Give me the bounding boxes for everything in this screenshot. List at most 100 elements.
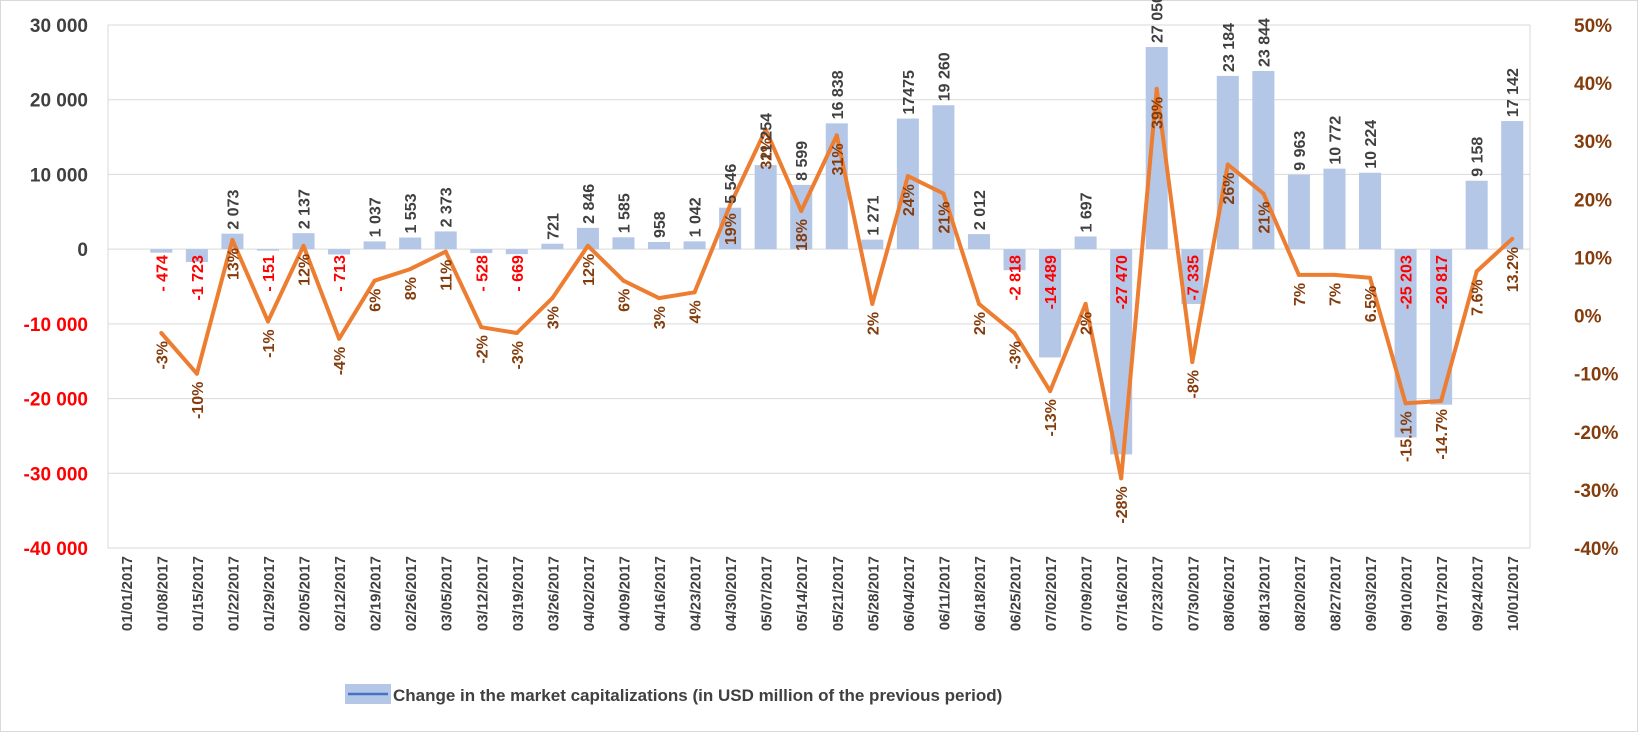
percent-label: 39% (1150, 97, 1167, 129)
y-right-tick-label: 20% (1574, 190, 1612, 211)
percent-label: 11% (439, 260, 456, 291)
bar (470, 249, 493, 254)
bar (1465, 180, 1488, 250)
bar (861, 239, 884, 250)
left-axis: 30 000 20 000 10 000 0 -10 000 -20 000 -30 000… (24, 16, 109, 560)
bar (896, 118, 919, 250)
bar-series (150, 47, 1524, 455)
x-tick-label: 08/06/2017 (1221, 556, 1238, 631)
x-tick-label: 03/19/2017 (510, 556, 527, 631)
x-tick-label: 02/26/2017 (403, 556, 420, 631)
line-point (870, 301, 875, 306)
percent-label: -3% (154, 341, 171, 369)
line-point (1012, 330, 1017, 335)
line-point (1332, 272, 1337, 277)
line-point (585, 243, 590, 248)
bar-value-label: 5 546 (723, 164, 740, 204)
percent-label: 12% (581, 254, 598, 286)
percent-label: 6% (616, 289, 633, 312)
percent-labels: -3% -10% 13% -1% 12% -4% 6% 8% 11% -2% -3% 3% 12% 6% 3… (154, 97, 1522, 524)
x-tick-label: 08/20/2017 (1292, 556, 1309, 631)
bar-value-label: 2 073 (225, 190, 242, 230)
bar-value-label: 10 224 (1363, 120, 1380, 169)
bar (683, 241, 706, 250)
x-tick-label: 09/17/2017 (1434, 556, 1451, 631)
x-tick-label: 01/15/2017 (190, 556, 207, 631)
line-point (799, 208, 804, 213)
percent-label: 7.6% (1470, 279, 1487, 315)
percent-label: 7% (1292, 283, 1309, 306)
bar-value-label: -2 818 (1008, 255, 1025, 300)
x-tick-label: 10/01/2017 (1505, 556, 1522, 631)
percent-label: 26% (1221, 172, 1238, 204)
line-point (337, 336, 342, 341)
bar (1003, 249, 1026, 271)
bar (754, 165, 777, 250)
x-tick-label: 04/16/2017 (652, 556, 669, 631)
percent-label: 6% (368, 289, 385, 312)
bar-value-label: 8 599 (794, 141, 811, 181)
x-tick-label: 01/22/2017 (225, 556, 242, 631)
x-tick-label: 02/05/2017 (297, 556, 314, 631)
bar-value-label: 1 042 (688, 197, 705, 237)
bar (967, 234, 990, 250)
bar-value-label: 17475 (901, 70, 918, 115)
x-tick-label: 01/08/2017 (154, 556, 171, 631)
bar (1323, 168, 1346, 250)
line-point (372, 278, 377, 283)
bar-value-label: - 474 (154, 255, 171, 292)
percent-label: 31% (830, 143, 847, 175)
line-point (1225, 162, 1230, 167)
x-tick-label: 07/30/2017 (1185, 556, 1202, 631)
bar-value-label: 11 254 (759, 113, 776, 161)
percent-label: 12% (297, 254, 314, 286)
bar-value-label: 721 (545, 213, 562, 240)
bar (541, 243, 564, 250)
bar (1074, 236, 1097, 250)
x-tick-label: 07/23/2017 (1150, 556, 1167, 631)
y-left-tick-label: 10 000 (30, 165, 88, 186)
percent-label: 21% (936, 202, 953, 234)
line-point (1296, 272, 1301, 277)
bar (1287, 174, 1310, 250)
bar (612, 237, 635, 250)
bar (399, 237, 422, 250)
x-tick-label: 03/05/2017 (439, 556, 456, 631)
bar-value-label: 1 697 (1079, 192, 1096, 232)
percent-label: -10% (190, 382, 207, 419)
bar-value-label: -14 489 (1043, 255, 1060, 309)
percent-label: 2% (865, 312, 882, 335)
y-left-tick-label: -10 000 (24, 315, 88, 336)
x-tick-label: 06/04/2017 (901, 556, 918, 631)
bar (1359, 172, 1382, 250)
bar-value-label: 2 373 (439, 187, 456, 227)
x-tick-label: 04/30/2017 (723, 556, 740, 631)
percent-label: 2% (1079, 312, 1096, 335)
line-point (1261, 191, 1266, 196)
x-axis: 01/01/2017 01/08/2017 01/15/2017 01/22/2017… (119, 556, 1522, 631)
line-point (905, 174, 910, 179)
percent-label: 3% (652, 306, 669, 329)
bar (648, 241, 671, 250)
percent-label: -4% (332, 347, 349, 375)
x-tick-label: 03/12/2017 (474, 556, 491, 631)
x-tick-label: 02/19/2017 (368, 556, 385, 631)
y-right-tick-label: 50% (1574, 16, 1612, 37)
line-point (1403, 401, 1408, 406)
bar-value-label: 1 553 (403, 193, 420, 233)
x-tick-label: 04/09/2017 (616, 556, 633, 631)
right-axis: 50% 40% 30% 20% 10% 0% -10% -20% -30% -40% (1529, 16, 1618, 560)
bar-value-label: 1 271 (865, 196, 882, 236)
line-point (1190, 360, 1195, 365)
bar-value-label: -27 470 (1114, 255, 1131, 309)
x-tick-label: 08/27/2017 (1327, 556, 1344, 631)
y-right-tick-label: 30% (1574, 132, 1612, 153)
y-right-tick-label: 10% (1574, 248, 1612, 269)
line-point (1439, 398, 1444, 403)
bar-value-label: - 669 (510, 255, 527, 292)
percent-label: 6.5% (1363, 286, 1380, 322)
legend: Change in the market capitalizations (in… (345, 684, 1002, 705)
line-point (1510, 236, 1515, 241)
